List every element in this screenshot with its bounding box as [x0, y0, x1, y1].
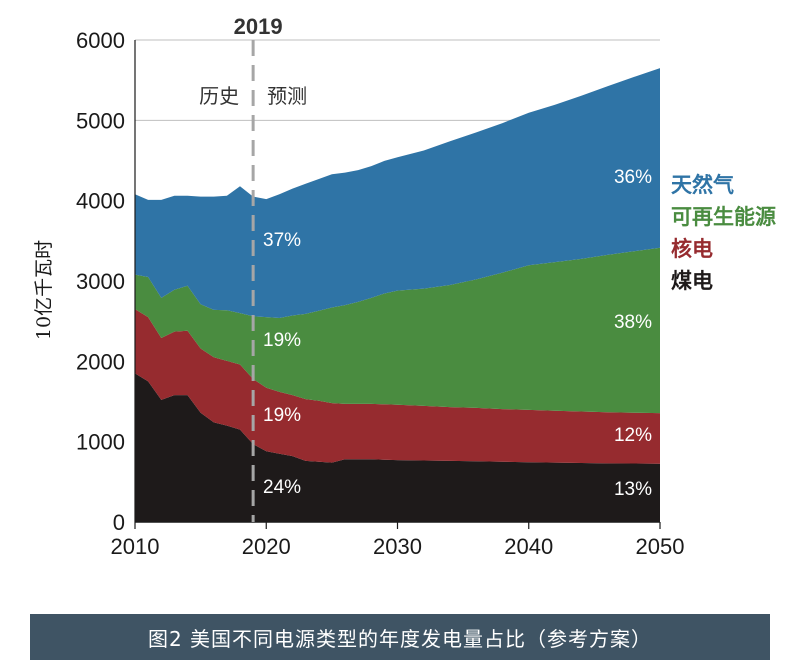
- figure-caption: 图2 美国不同电源类型的年度发电量占比（参考方案）: [147, 626, 653, 651]
- y-tick-label: 6000: [76, 28, 125, 53]
- area-series-2: [135, 247, 660, 414]
- area-series-3: [135, 68, 660, 318]
- chart-area: 0 1000 2000 3000 4000 5000 6000 2010 2020 2030 204…: [33, 14, 776, 559]
- y-axis-label: 10亿千瓦时: [33, 240, 55, 340]
- y-tick-label: 2000: [76, 349, 125, 374]
- pct-label-2019: 37%: [263, 230, 301, 251]
- pct-label-2050: 38%: [614, 312, 652, 333]
- percent-labels: 24% 19% 19% 37% 13% 12% 38% 36%: [263, 167, 652, 500]
- pct-label-2019: 19%: [263, 330, 301, 351]
- axes: 0 1000 2000 3000 4000 5000 6000 2010 2020 2030 204…: [76, 28, 684, 559]
- x-tick-label: 2050: [636, 534, 685, 559]
- area-series-1: [135, 309, 660, 464]
- legend-item: 核电: [671, 237, 713, 261]
- x-tick-label: 2030: [373, 534, 422, 559]
- y-tick-label: 1000: [76, 430, 125, 455]
- x-tick-label: 2010: [111, 534, 160, 559]
- legend-item: 可再生能源: [671, 205, 776, 229]
- x-tick-label: 2040: [504, 534, 553, 559]
- pct-label-2050: 12%: [614, 425, 652, 446]
- pct-label-2019: 19%: [263, 405, 301, 426]
- caption-bar: 图2 美国不同电源类型的年度发电量占比（参考方案）: [30, 614, 770, 660]
- forecast-label: 预测: [267, 84, 307, 108]
- pct-label-2050: 36%: [614, 167, 652, 188]
- y-tick-label: 0: [113, 510, 125, 535]
- series-areas: [135, 68, 660, 522]
- pct-label-2019: 24%: [263, 477, 301, 498]
- forecast-divider: 2019 历史 预测: [199, 14, 307, 522]
- divider-year-label: 2019: [234, 14, 283, 39]
- legend-item: 煤电: [671, 269, 713, 293]
- y-tick-label: 3000: [76, 269, 125, 294]
- y-tick-label: 4000: [76, 189, 125, 214]
- area-series-0: [135, 373, 660, 522]
- legend-item: 天然气: [671, 173, 734, 197]
- y-tick-label: 5000: [76, 108, 125, 133]
- stacked-area-chart: 0 1000 2000 3000 4000 5000 6000 2010 2020 2030 204…: [33, 14, 776, 559]
- pct-label-2050: 13%: [614, 479, 652, 500]
- history-label: 历史: [199, 84, 239, 108]
- x-tick-label: 2020: [242, 534, 291, 559]
